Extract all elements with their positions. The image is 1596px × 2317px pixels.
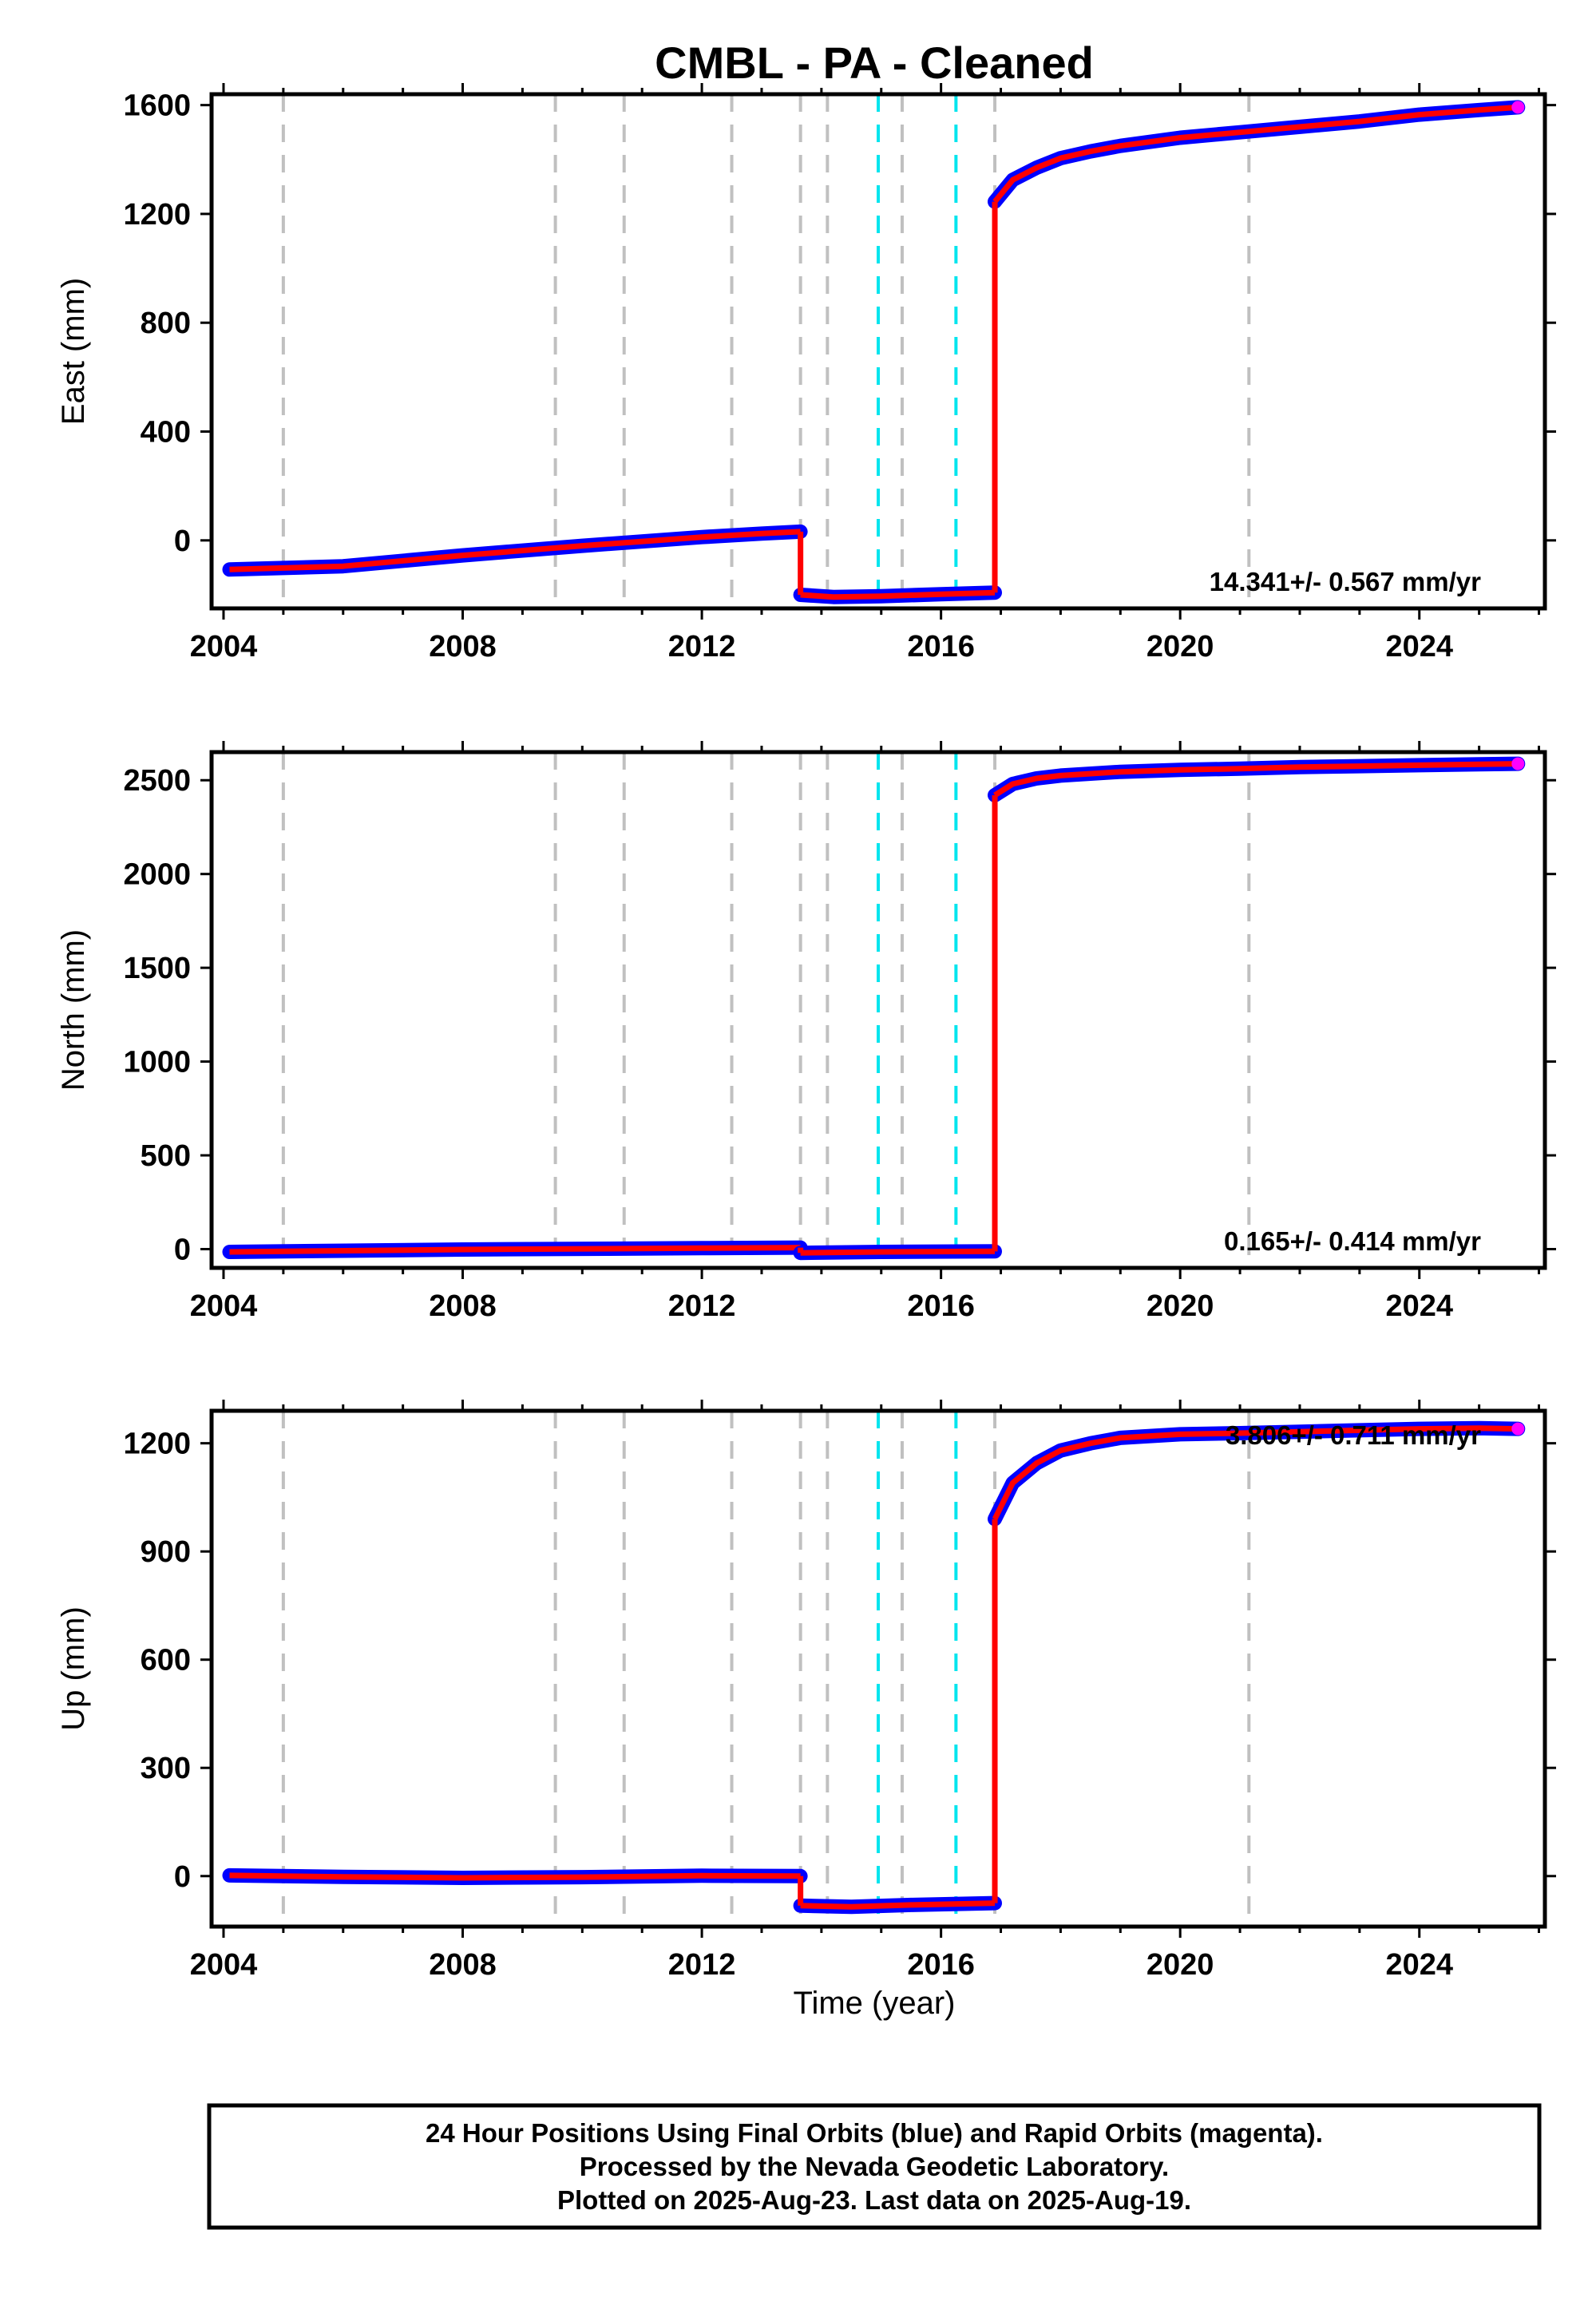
panels: 2004 2008 2012 2016 2020 2024 0 400 800 1200 1600 E…	[56, 83, 1556, 1982]
x-axis-label: Time (year)	[794, 1986, 956, 2021]
footer-line-2: Processed by the Nevada Geodetic Laborat…	[580, 2152, 1169, 2181]
x-tick-label: 2020	[1147, 1289, 1214, 1323]
plot-frame	[209, 92, 1547, 611]
plot-frame	[209, 1408, 1547, 1929]
footer-line-1: 24 Hour Positions Using Final Orbits (bl…	[426, 2118, 1323, 2148]
footer-line-3: Plotted on 2025-Aug-23. Last data on 202…	[557, 2185, 1191, 2215]
model-fit-line-3	[992, 1425, 1519, 1521]
y-tick-label: 2000	[123, 858, 191, 892]
x-tick-label: 2008	[429, 1289, 497, 1323]
series-group	[222, 100, 1526, 604]
y-tick-label: 900	[141, 1535, 191, 1569]
series-group	[222, 756, 1526, 1261]
model-fit-line-2	[800, 589, 996, 600]
x-tick-label: 2012	[668, 630, 736, 663]
x-tick-label: 2024	[1385, 1289, 1453, 1323]
x-tick-label: 2016	[907, 1948, 975, 1982]
x-tick-label: 2016	[907, 1289, 975, 1323]
rapid-orbit-point	[1511, 1422, 1525, 1436]
panel-north: 2004 2008 2012 2016 2020 2024 0 500 1000 1500 2000…	[56, 741, 1556, 1323]
x-tick-label: 2024	[1385, 1948, 1453, 1982]
model-fit-line-3	[993, 761, 1519, 798]
x-tick-label: 2012	[668, 1948, 736, 1982]
rapid-orbit-point	[1511, 757, 1525, 770]
x-tick-label: 2024	[1385, 630, 1453, 663]
y-tick-label: 1200	[123, 198, 191, 232]
x-tick-label: 2004	[190, 1289, 258, 1323]
model-fit-line-2	[800, 1900, 996, 1910]
x-tick-label: 2008	[429, 630, 497, 663]
model-fit-line-1	[229, 1872, 801, 1881]
panel-east: 2004 2008 2012 2016 2020 2024 0 400 800 1200 1600 E…	[56, 83, 1556, 663]
x-tick-label: 2004	[190, 630, 258, 663]
rate-label: 3.806+/- 0.711 mm/yr	[1226, 1420, 1481, 1450]
model-fit-line-3	[992, 104, 1519, 204]
y-tick-label: 2500	[123, 764, 191, 798]
y-tick-label: 0	[174, 1860, 191, 1894]
y-tick-label: 0	[174, 525, 191, 558]
y-tick-label: 400	[141, 416, 191, 450]
rapid-orbit-point	[1511, 101, 1525, 114]
y-tick-label: 1200	[123, 1428, 191, 1461]
x-tick-label: 2008	[429, 1948, 497, 1982]
plot-frame	[209, 750, 1547, 1270]
footer-box: 24 Hour Positions Using Final Orbits (bl…	[207, 2103, 1542, 2230]
rate-label: 0.165+/- 0.414 mm/yr	[1224, 1226, 1481, 1256]
series-group	[222, 1420, 1526, 1915]
x-tick-label: 2004	[190, 1948, 258, 1982]
y-tick-label: 500	[141, 1139, 191, 1173]
x-tick-label: 2020	[1147, 630, 1214, 663]
y-axis-label: Up (mm)	[56, 1606, 91, 1731]
y-tick-label: 1600	[123, 89, 191, 123]
footer-frame	[207, 2103, 1542, 2230]
model-fit-line-2	[800, 1248, 996, 1256]
y-tick-label: 1500	[123, 952, 191, 985]
panel-up: 2004 2008 2012 2016 2020 2024 0 300 600 900 1200 Up…	[56, 1400, 1556, 1982]
model-fit-line-1	[229, 529, 801, 572]
chart-title: CMBL - PA - Cleaned	[655, 38, 1094, 88]
y-tick-label: 600	[141, 1644, 191, 1677]
y-tick-label: 0	[174, 1234, 191, 1267]
x-tick-label: 2016	[907, 630, 975, 663]
rate-label: 14.341+/- 0.567 mm/yr	[1210, 567, 1481, 596]
y-axis-label: North (mm)	[56, 929, 91, 1091]
y-axis-label: East (mm)	[56, 278, 91, 425]
model-fit-line-1	[229, 1245, 801, 1255]
x-tick-label: 2012	[668, 1289, 736, 1323]
y-tick-label: 800	[141, 307, 191, 340]
y-tick-label: 300	[141, 1752, 191, 1785]
y-tick-label: 1000	[123, 1046, 191, 1079]
x-tick-label: 2020	[1147, 1948, 1214, 1982]
